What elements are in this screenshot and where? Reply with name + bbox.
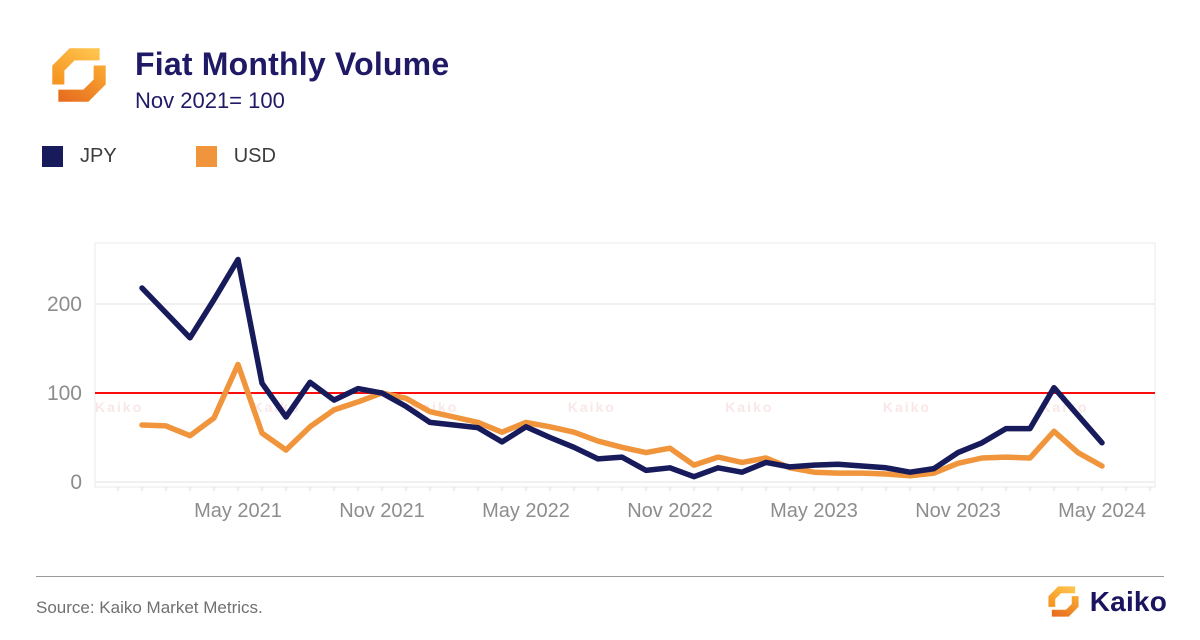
footer-divider xyxy=(36,576,1164,577)
page-title: Fiat Monthly Volume xyxy=(135,46,450,82)
svg-text:May 2023: May 2023 xyxy=(770,500,858,522)
kaiko-wordmark: Kaiko xyxy=(1089,585,1167,617)
kaiko-logo-icon xyxy=(1048,586,1079,617)
svg-text:Nov 2022: Nov 2022 xyxy=(627,500,713,522)
svg-text:May 2024: May 2024 xyxy=(1058,500,1146,522)
legend-item-jpy: JPY xyxy=(42,145,117,168)
line-chart-canvas: 0 100 200 May 2021 Nov 2021 May 2022 Nov 2022 M… xyxy=(47,242,1156,522)
legend-label-usd: USD xyxy=(233,145,276,167)
legend-item-usd: USD xyxy=(195,145,276,168)
kaiko-logo-icon xyxy=(52,48,106,102)
svg-text:100: 100 xyxy=(47,382,82,405)
svg-text:May 2022: May 2022 xyxy=(482,500,570,522)
usd-color-swatch xyxy=(195,146,217,167)
svg-text:200: 200 xyxy=(47,293,82,316)
source-text: Source: Kaiko Market Metrics. xyxy=(36,598,263,617)
footer-brand: Kaiko xyxy=(1046,583,1167,620)
svg-text:0: 0 xyxy=(70,471,82,494)
svg-text:Nov 2023: Nov 2023 xyxy=(915,500,1001,522)
chart-subtitle: Nov 2021= 100 xyxy=(135,88,285,113)
svg-text:May 2021: May 2021 xyxy=(194,500,282,522)
legend-label-jpy: JPY xyxy=(80,145,117,167)
chart-legend: JPY USD xyxy=(42,145,276,168)
jpy-color-swatch xyxy=(42,146,63,167)
svg-text:Nov 2021: Nov 2021 xyxy=(339,500,425,522)
